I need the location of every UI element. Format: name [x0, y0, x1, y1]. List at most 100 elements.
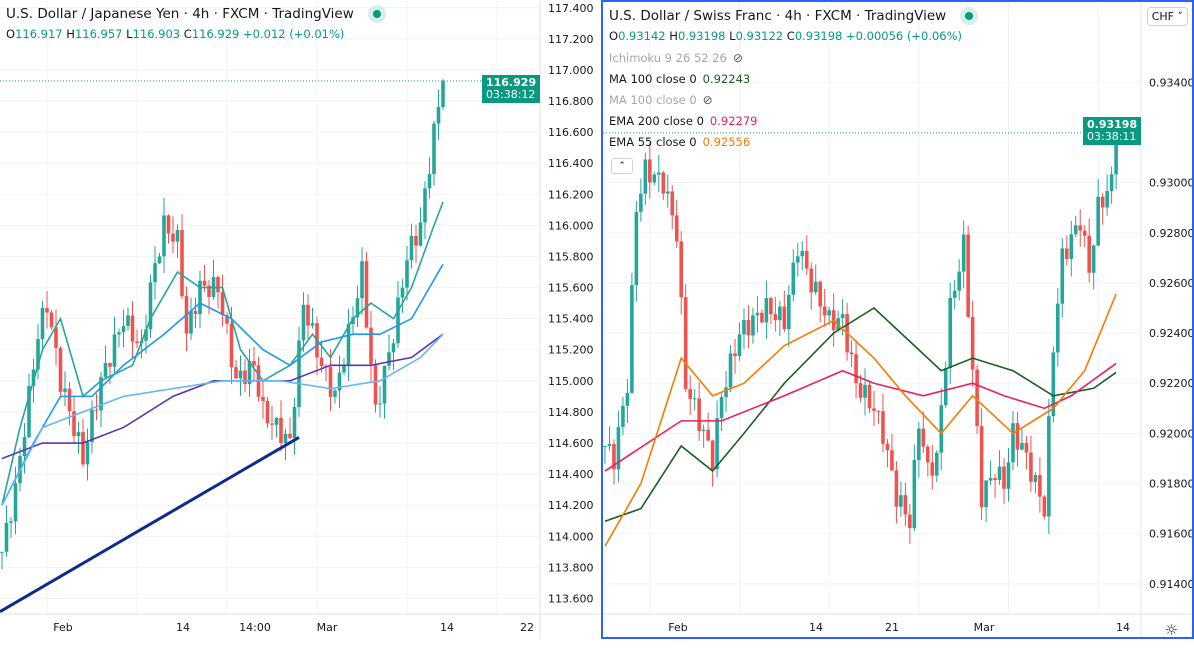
candle-body [1042, 496, 1047, 517]
hidden-eye-icon[interactable]: ⊘ [732, 50, 743, 65]
candle-body [121, 326, 126, 333]
candle-body [1056, 303, 1060, 353]
indicator-ma100-hidden[interactable]: MA 100 close 0 ⊘ [609, 92, 713, 107]
candle-body [9, 521, 13, 523]
usdjpy-chart-canvas[interactable]: 113.600 113.800 114.000 114.200 114.400 114.6… [0, 0, 600, 639]
candle-body [72, 411, 76, 437]
candle-body [625, 392, 630, 406]
currency-select[interactable]: CHF ˅ [1146, 7, 1188, 26]
price-tick-label: 114.400 [548, 468, 594, 481]
candle-body [1109, 174, 1114, 192]
indicator-line-ma [1, 333, 444, 506]
candle-body [117, 332, 121, 335]
candle-body [1011, 423, 1015, 463]
indicator-ichimoku[interactable]: Ichimoku 9 26 52 26 ⊘ [609, 50, 743, 65]
trend-line [0, 436, 300, 613]
indicator-line-ema-mid [1, 263, 444, 506]
indicator-ma100[interactable]: MA 100 close 0 0.92243 [609, 71, 751, 86]
candle-body [1038, 475, 1042, 497]
candle-body [112, 334, 117, 367]
candle-body [665, 191, 670, 194]
price-tick-label: 0.91800 [1149, 478, 1192, 491]
candle-body [252, 360, 256, 366]
indicator-line-ema-200 [604, 362, 1117, 472]
price-tick-label: 0.92000 [1149, 427, 1192, 440]
candle-body [103, 363, 108, 378]
candle-body [387, 352, 391, 366]
candle-body [751, 315, 755, 336]
candle-body [94, 409, 99, 411]
candle-body [858, 383, 863, 398]
candle-body [737, 334, 742, 357]
candle-body [697, 398, 701, 432]
price-tick-label: 114.800 [548, 406, 594, 419]
candle-body [400, 287, 405, 298]
price-tick-label: 116.800 [548, 95, 594, 108]
time-label: 14:00 [239, 621, 271, 634]
price-tick-label: 117.400 [548, 2, 594, 15]
symbol-title[interactable]: U.S. Dollar / Japanese Yen · 4h · FXCM ·… [6, 6, 354, 22]
candle-body [63, 388, 67, 392]
candle-body [724, 387, 728, 397]
candle-body [840, 314, 845, 319]
candle-body [885, 443, 890, 451]
usdchf-chart-canvas[interactable]: 0.91400 0.91600 0.91800 0.92000 0.92200 0.924… [603, 2, 1192, 637]
candle-body [643, 159, 648, 194]
candle-body [948, 297, 953, 369]
candle-body [912, 460, 917, 529]
candle-body [683, 297, 688, 390]
candle-body [238, 370, 243, 379]
candle-body [827, 310, 831, 316]
candle-body [306, 304, 310, 326]
candle-body [975, 369, 979, 427]
candle-body [216, 276, 220, 293]
indicator-ema55[interactable]: EMA 55 close 0 0.92556 [609, 134, 751, 149]
candle-body [405, 260, 409, 288]
candle-body [67, 388, 72, 412]
candle-body [157, 256, 162, 264]
symbol-title[interactable]: U.S. Dollar / Swiss Franc · 4h · FXCM · … [609, 8, 947, 24]
candle-body [373, 364, 378, 405]
candle-body [688, 389, 692, 399]
candle-body [301, 304, 306, 341]
market-open-status-icon [960, 7, 979, 25]
price-tick-label: 116.000 [548, 219, 594, 232]
candle-body [876, 410, 881, 412]
price-tick-label: 0.92200 [1149, 377, 1192, 390]
usdchf-chart-pane[interactable]: 0.91400 0.91600 0.91800 0.92000 0.92200 0.924… [601, 0, 1194, 639]
candle-body [364, 261, 369, 328]
candle-body [247, 360, 252, 385]
candle-body [934, 452, 939, 476]
candle-body [822, 306, 827, 316]
candle-body [45, 308, 49, 313]
settings-gear-icon[interactable]: ☼ [1164, 621, 1178, 639]
time-label: 14 [809, 621, 823, 634]
candle-body [85, 442, 90, 465]
candle-body [854, 354, 858, 384]
candle-body [1100, 196, 1105, 208]
candle-body [193, 310, 198, 315]
candle-body [346, 324, 351, 365]
ohlc-values: O0.93142 H0.93198 L0.93122 C0.93198 +0.0… [609, 29, 963, 43]
hidden-eye-icon[interactable]: ⊘ [702, 92, 713, 107]
candle-body [369, 327, 373, 365]
collapse-legend-button[interactable]: ⌃ [611, 158, 633, 174]
price-tick-label: 117.000 [548, 64, 594, 77]
candle-body [409, 235, 414, 261]
chart-legend: U.S. Dollar / Japanese Yen · 4h · FXCM ·… [6, 5, 386, 41]
candle-body [970, 316, 975, 370]
candle-body [616, 427, 621, 470]
candle-body [755, 312, 760, 316]
price-tick-label: 0.91600 [1149, 528, 1192, 541]
candle-body [1091, 245, 1096, 273]
price-tick-label: 0.92800 [1149, 227, 1192, 240]
price-tick-label: 114.600 [548, 437, 594, 450]
candle-body [746, 319, 751, 336]
candle-body [283, 433, 288, 444]
usdjpy-chart-pane[interactable]: 113.600 113.800 114.000 114.200 114.400 114.6… [0, 0, 600, 639]
candle-body [1069, 234, 1074, 259]
time-label: Feb [53, 621, 73, 634]
indicator-ema200[interactable]: EMA 200 close 0 0.92279 [609, 113, 758, 128]
candle-body [1087, 235, 1091, 273]
candle-body [333, 390, 337, 397]
